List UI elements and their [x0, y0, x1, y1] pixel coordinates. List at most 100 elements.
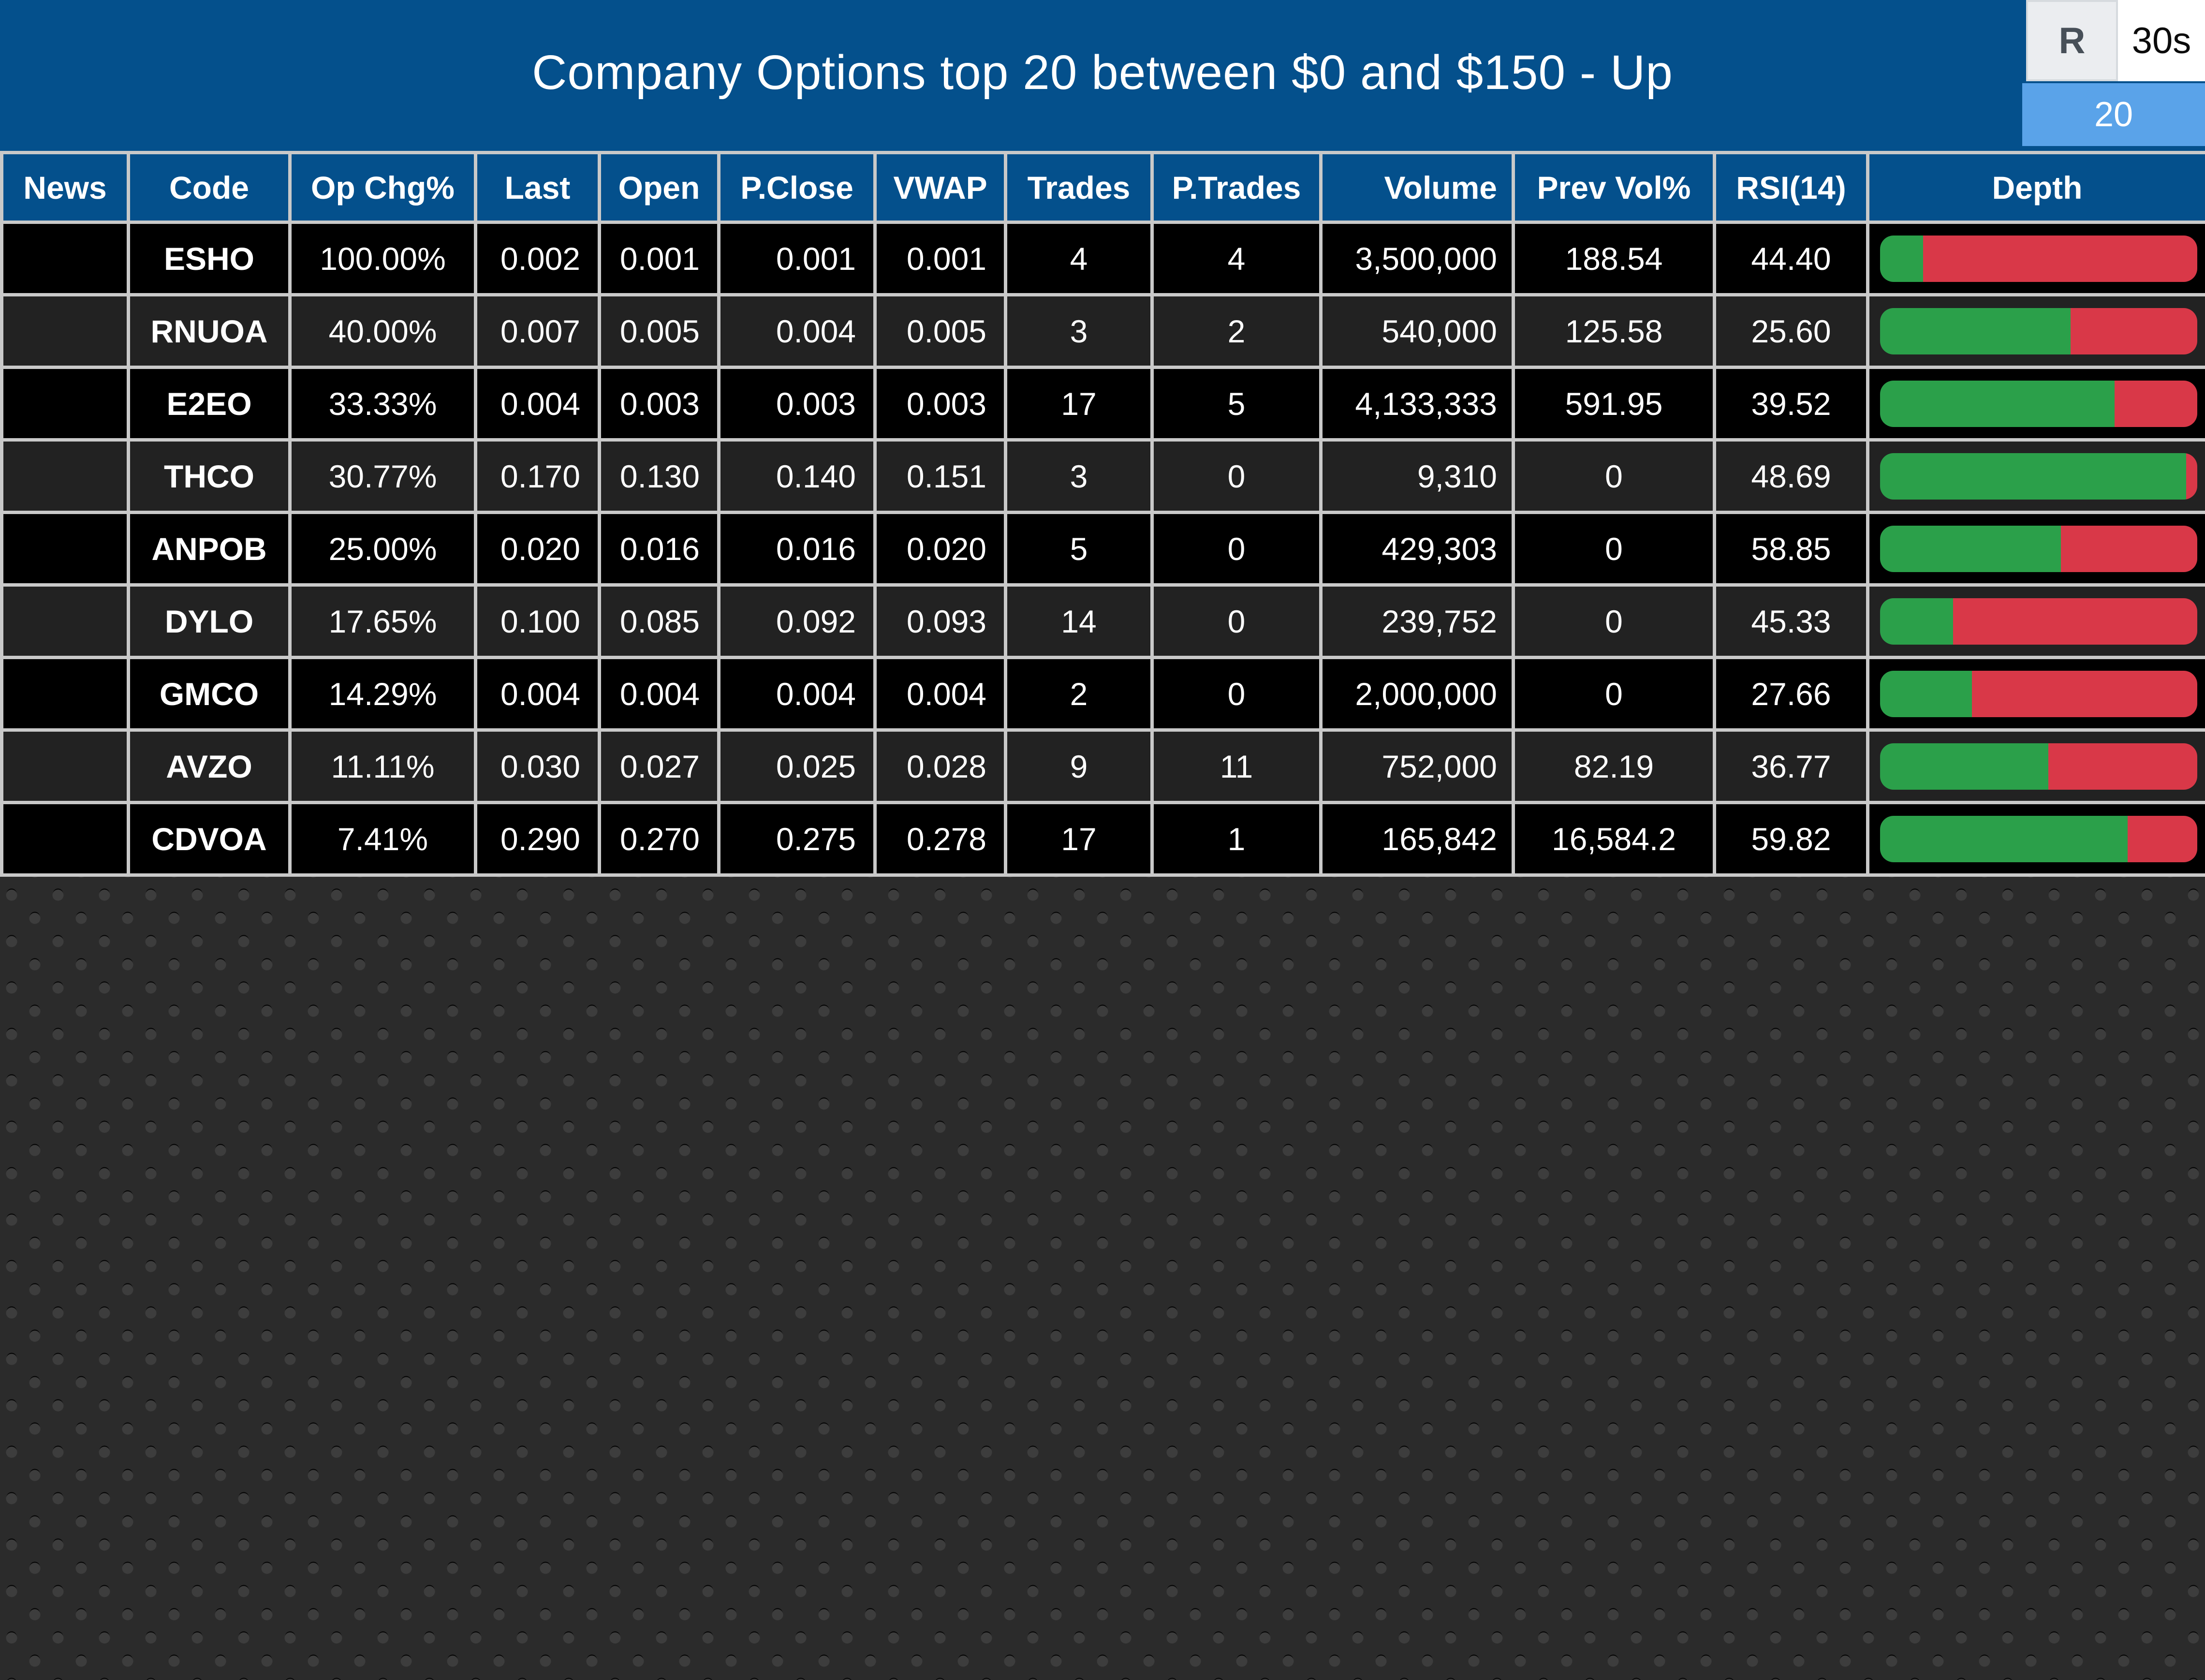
refresh-button[interactable]: R	[2026, 0, 2118, 81]
cell-op-chg: 100.00%	[288, 221, 477, 296]
cell-depth	[1866, 801, 2205, 877]
column-header-op-chg[interactable]: Op Chg%	[288, 151, 477, 224]
cell-volume: 2,000,000	[1319, 656, 1515, 732]
cell-last: 0.004	[474, 656, 601, 732]
cell-code: GMCO	[127, 656, 292, 732]
column-header-rsi[interactable]: RSI(14)	[1713, 151, 1869, 224]
cell-vwap: 0.028	[873, 728, 1007, 804]
option-row[interactable]: DYLO 17.65% 0.100 0.085 0.092 0.093 14 0…	[0, 583, 2205, 659]
refresh-interval-button[interactable]: 30s	[2118, 0, 2205, 81]
cell-op-chg: 17.65%	[288, 583, 477, 659]
depth-bar	[1880, 598, 2197, 645]
cell-prev-vol: 591.95	[1512, 366, 1716, 442]
cell-news	[0, 293, 130, 369]
cell-open: 0.003	[598, 366, 720, 442]
cell-depth	[1866, 221, 2205, 296]
depth-bar-sell-segment	[2060, 525, 2197, 572]
cell-volume: 540,000	[1319, 293, 1515, 369]
option-row[interactable]: E2EO 33.33% 0.004 0.003 0.003 0.003 17 5…	[0, 366, 2205, 442]
cell-vwap: 0.003	[873, 366, 1007, 442]
cell-rsi: 44.40	[1713, 221, 1869, 296]
cell-last: 0.100	[474, 583, 601, 659]
cell-vwap: 0.020	[873, 511, 1007, 587]
option-row[interactable]: ANPOB 25.00% 0.020 0.016 0.016 0.020 5 0…	[0, 511, 2205, 587]
cell-depth	[1866, 293, 2205, 369]
option-row[interactable]: RNUOA 40.00% 0.007 0.005 0.004 0.005 3 2…	[0, 293, 2205, 369]
column-header-prev-vol[interactable]: Prev Vol%	[1512, 151, 1716, 224]
title-bar: Company Options top 20 between $0 and $1…	[0, 0, 2205, 151]
cell-op-chg: 7.41%	[288, 801, 477, 877]
cell-trades: 3	[1004, 438, 1154, 514]
depth-bar-sell-segment	[1923, 235, 2197, 282]
cell-p-close: 0.140	[717, 438, 877, 514]
depth-bar-buy-segment	[1880, 670, 1972, 717]
column-header-last[interactable]: Last	[474, 151, 601, 224]
cell-news	[0, 583, 130, 659]
column-header-news[interactable]: News	[0, 151, 130, 224]
cell-rsi: 39.52	[1713, 366, 1869, 442]
cell-depth	[1866, 366, 2205, 442]
column-header-open[interactable]: Open	[598, 151, 720, 224]
option-row[interactable]: CDVOA 7.41% 0.290 0.270 0.275 0.278 17 1…	[0, 801, 2205, 877]
cell-volume: 239,752	[1319, 583, 1515, 659]
cell-rsi: 27.66	[1713, 656, 1869, 732]
cell-trades: 17	[1004, 366, 1154, 442]
cell-depth	[1866, 728, 2205, 804]
cell-news	[0, 801, 130, 877]
cell-prev-vol: 16,584.2	[1512, 801, 1716, 877]
depth-bar	[1880, 670, 2197, 717]
cell-trades: 2	[1004, 656, 1154, 732]
cell-news	[0, 728, 130, 804]
depth-bar-buy-segment	[1880, 308, 2071, 354]
cell-trades: 4	[1004, 221, 1154, 296]
cell-open: 0.130	[598, 438, 720, 514]
cell-p-trades: 0	[1150, 583, 1323, 659]
option-row[interactable]: GMCO 14.29% 0.004 0.004 0.004 0.004 2 0 …	[0, 656, 2205, 732]
cell-rsi: 59.82	[1713, 801, 1869, 877]
depth-bar	[1880, 235, 2197, 282]
depth-bar-sell-segment	[2115, 380, 2197, 427]
cell-p-close: 0.004	[717, 656, 877, 732]
column-header-p-close[interactable]: P.Close	[717, 151, 877, 224]
column-header-code[interactable]: Code	[127, 151, 292, 224]
column-header-p-trades[interactable]: P.Trades	[1150, 151, 1323, 224]
option-row[interactable]: ESHO 100.00% 0.002 0.001 0.001 0.001 4 4…	[0, 221, 2205, 296]
cell-open: 0.085	[598, 583, 720, 659]
cell-p-trades: 2	[1150, 293, 1323, 369]
cell-prev-vol: 0	[1512, 656, 1716, 732]
page-title: Company Options top 20 between $0 and $1…	[532, 45, 1673, 100]
depth-bar	[1880, 380, 2197, 427]
cell-op-chg: 11.11%	[288, 728, 477, 804]
cell-news	[0, 511, 130, 587]
cell-p-trades: 1	[1150, 801, 1323, 877]
cell-p-trades: 0	[1150, 656, 1323, 732]
column-header-trades[interactable]: Trades	[1004, 151, 1154, 224]
depth-bar-buy-segment	[1880, 598, 1953, 645]
cell-p-close: 0.003	[717, 366, 877, 442]
cell-rsi: 58.85	[1713, 511, 1869, 587]
depth-bar	[1880, 743, 2197, 790]
depth-bar-sell-segment	[1972, 670, 2197, 717]
cell-open: 0.270	[598, 801, 720, 877]
cell-op-chg: 25.00%	[288, 511, 477, 587]
cell-prev-vol: 0	[1512, 583, 1716, 659]
option-row[interactable]: THCO 30.77% 0.170 0.130 0.140 0.151 3 0 …	[0, 438, 2205, 514]
cell-prev-vol: 0	[1512, 438, 1716, 514]
cell-last: 0.002	[474, 221, 601, 296]
cell-rsi: 36.77	[1713, 728, 1869, 804]
cell-last: 0.020	[474, 511, 601, 587]
option-row[interactable]: AVZO 11.11% 0.030 0.027 0.025 0.028 9 11…	[0, 728, 2205, 804]
depth-bar-sell-segment	[2070, 308, 2197, 354]
cell-volume: 9,310	[1319, 438, 1515, 514]
cell-p-close: 0.275	[717, 801, 877, 877]
cell-open: 0.001	[598, 221, 720, 296]
cell-open: 0.027	[598, 728, 720, 804]
cell-volume: 4,133,333	[1319, 366, 1515, 442]
cell-depth	[1866, 438, 2205, 514]
column-header-depth[interactable]: Depth	[1866, 151, 2205, 224]
cell-code: DYLO	[127, 583, 292, 659]
row-count-badge[interactable]: 20	[2022, 83, 2205, 146]
column-header-vwap[interactable]: VWAP	[873, 151, 1007, 224]
column-header-volume[interactable]: Volume	[1319, 151, 1515, 224]
